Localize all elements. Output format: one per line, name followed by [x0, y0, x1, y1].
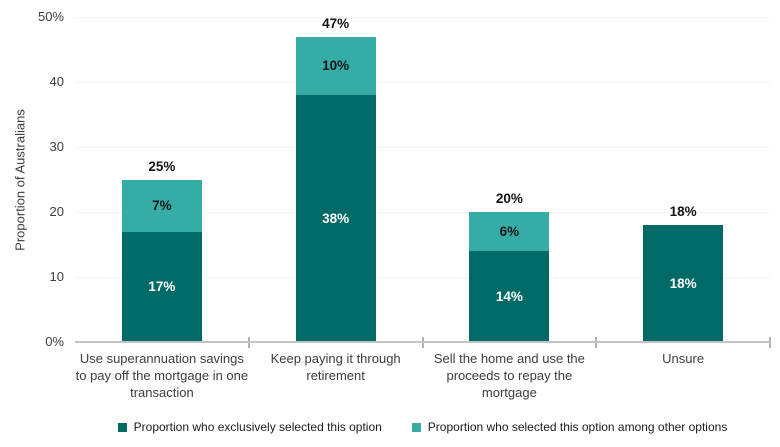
x-axis-category-label: Use superannuation savings to pay off th… — [75, 351, 249, 400]
plot-area: 17% 7% 25% 38% 10% 47% 14% 6% 20% 18% 18% — [75, 15, 771, 348]
x-axis-line — [75, 341, 770, 343]
y-axis-tick-label: 30 — [49, 139, 64, 154]
bar-segment-shared: 6% — [469, 212, 550, 251]
legend-swatch-icon — [411, 422, 421, 432]
bar-total-label: 20% — [495, 191, 523, 206]
bar-4: 18% — [643, 225, 724, 342]
bar-segment-exclusive: 17% — [121, 231, 202, 342]
gridline — [75, 147, 770, 148]
gridline — [75, 17, 770, 18]
legend-swatch-icon — [117, 422, 127, 432]
segment-value-label: 38% — [322, 211, 350, 226]
segment-value-label: 7% — [152, 198, 172, 213]
bar-1: 17% 7% — [121, 179, 202, 342]
segment-value-label: 14% — [495, 289, 523, 304]
gridline — [75, 277, 770, 278]
y-axis-title: Proportion of Australians — [12, 109, 28, 251]
segment-value-label: 18% — [669, 276, 697, 291]
gridline — [75, 82, 770, 83]
legend-label: Proportion who exclusively selected this… — [133, 420, 382, 434]
x-axis-category-label: Unsure — [662, 351, 705, 366]
segment-value-label: 6% — [499, 224, 520, 239]
bar-segment-exclusive: 38% — [295, 95, 376, 342]
segment-value-label: 17% — [148, 279, 176, 295]
y-axis-tick-label: 50% — [37, 9, 64, 24]
legend-item-2: Proportion who selected this option amon… — [411, 420, 728, 434]
legend: Proportion who exclusively selected this… — [75, 420, 770, 434]
bar-segment-shared: 10% — [295, 36, 376, 95]
bar-2: 38% 10% — [295, 36, 376, 342]
legend-item-1: Proportion who exclusively selected this… — [117, 420, 382, 434]
x-axis-category-label: Sell the home and use the proceeds to re… — [433, 351, 585, 400]
x-axis-tick — [769, 337, 771, 348]
bar-segment-exclusive: 18% — [643, 225, 724, 342]
legend-label: Proportion who selected this option amon… — [427, 420, 728, 434]
y-axis-tick-label: 20 — [49, 204, 64, 219]
bar-segment-exclusive: 14% — [469, 251, 550, 342]
bar-total-label: 47% — [322, 15, 350, 31]
y-axis-tick-label: 40 — [49, 74, 64, 89]
bar-total-label: 18% — [669, 204, 697, 219]
gridline — [75, 212, 770, 213]
bar-3: 14% 6% — [469, 212, 550, 342]
segment-value-label: 10% — [322, 58, 350, 74]
y-axis-tick-label: 0% — [45, 334, 64, 349]
y-axis-tick-label: 10 — [49, 269, 64, 284]
x-axis-category-label: Keep paying it through retirement — [270, 351, 401, 383]
bar-segment-shared: 7% — [121, 179, 202, 232]
bar-total-label: 25% — [148, 158, 176, 174]
